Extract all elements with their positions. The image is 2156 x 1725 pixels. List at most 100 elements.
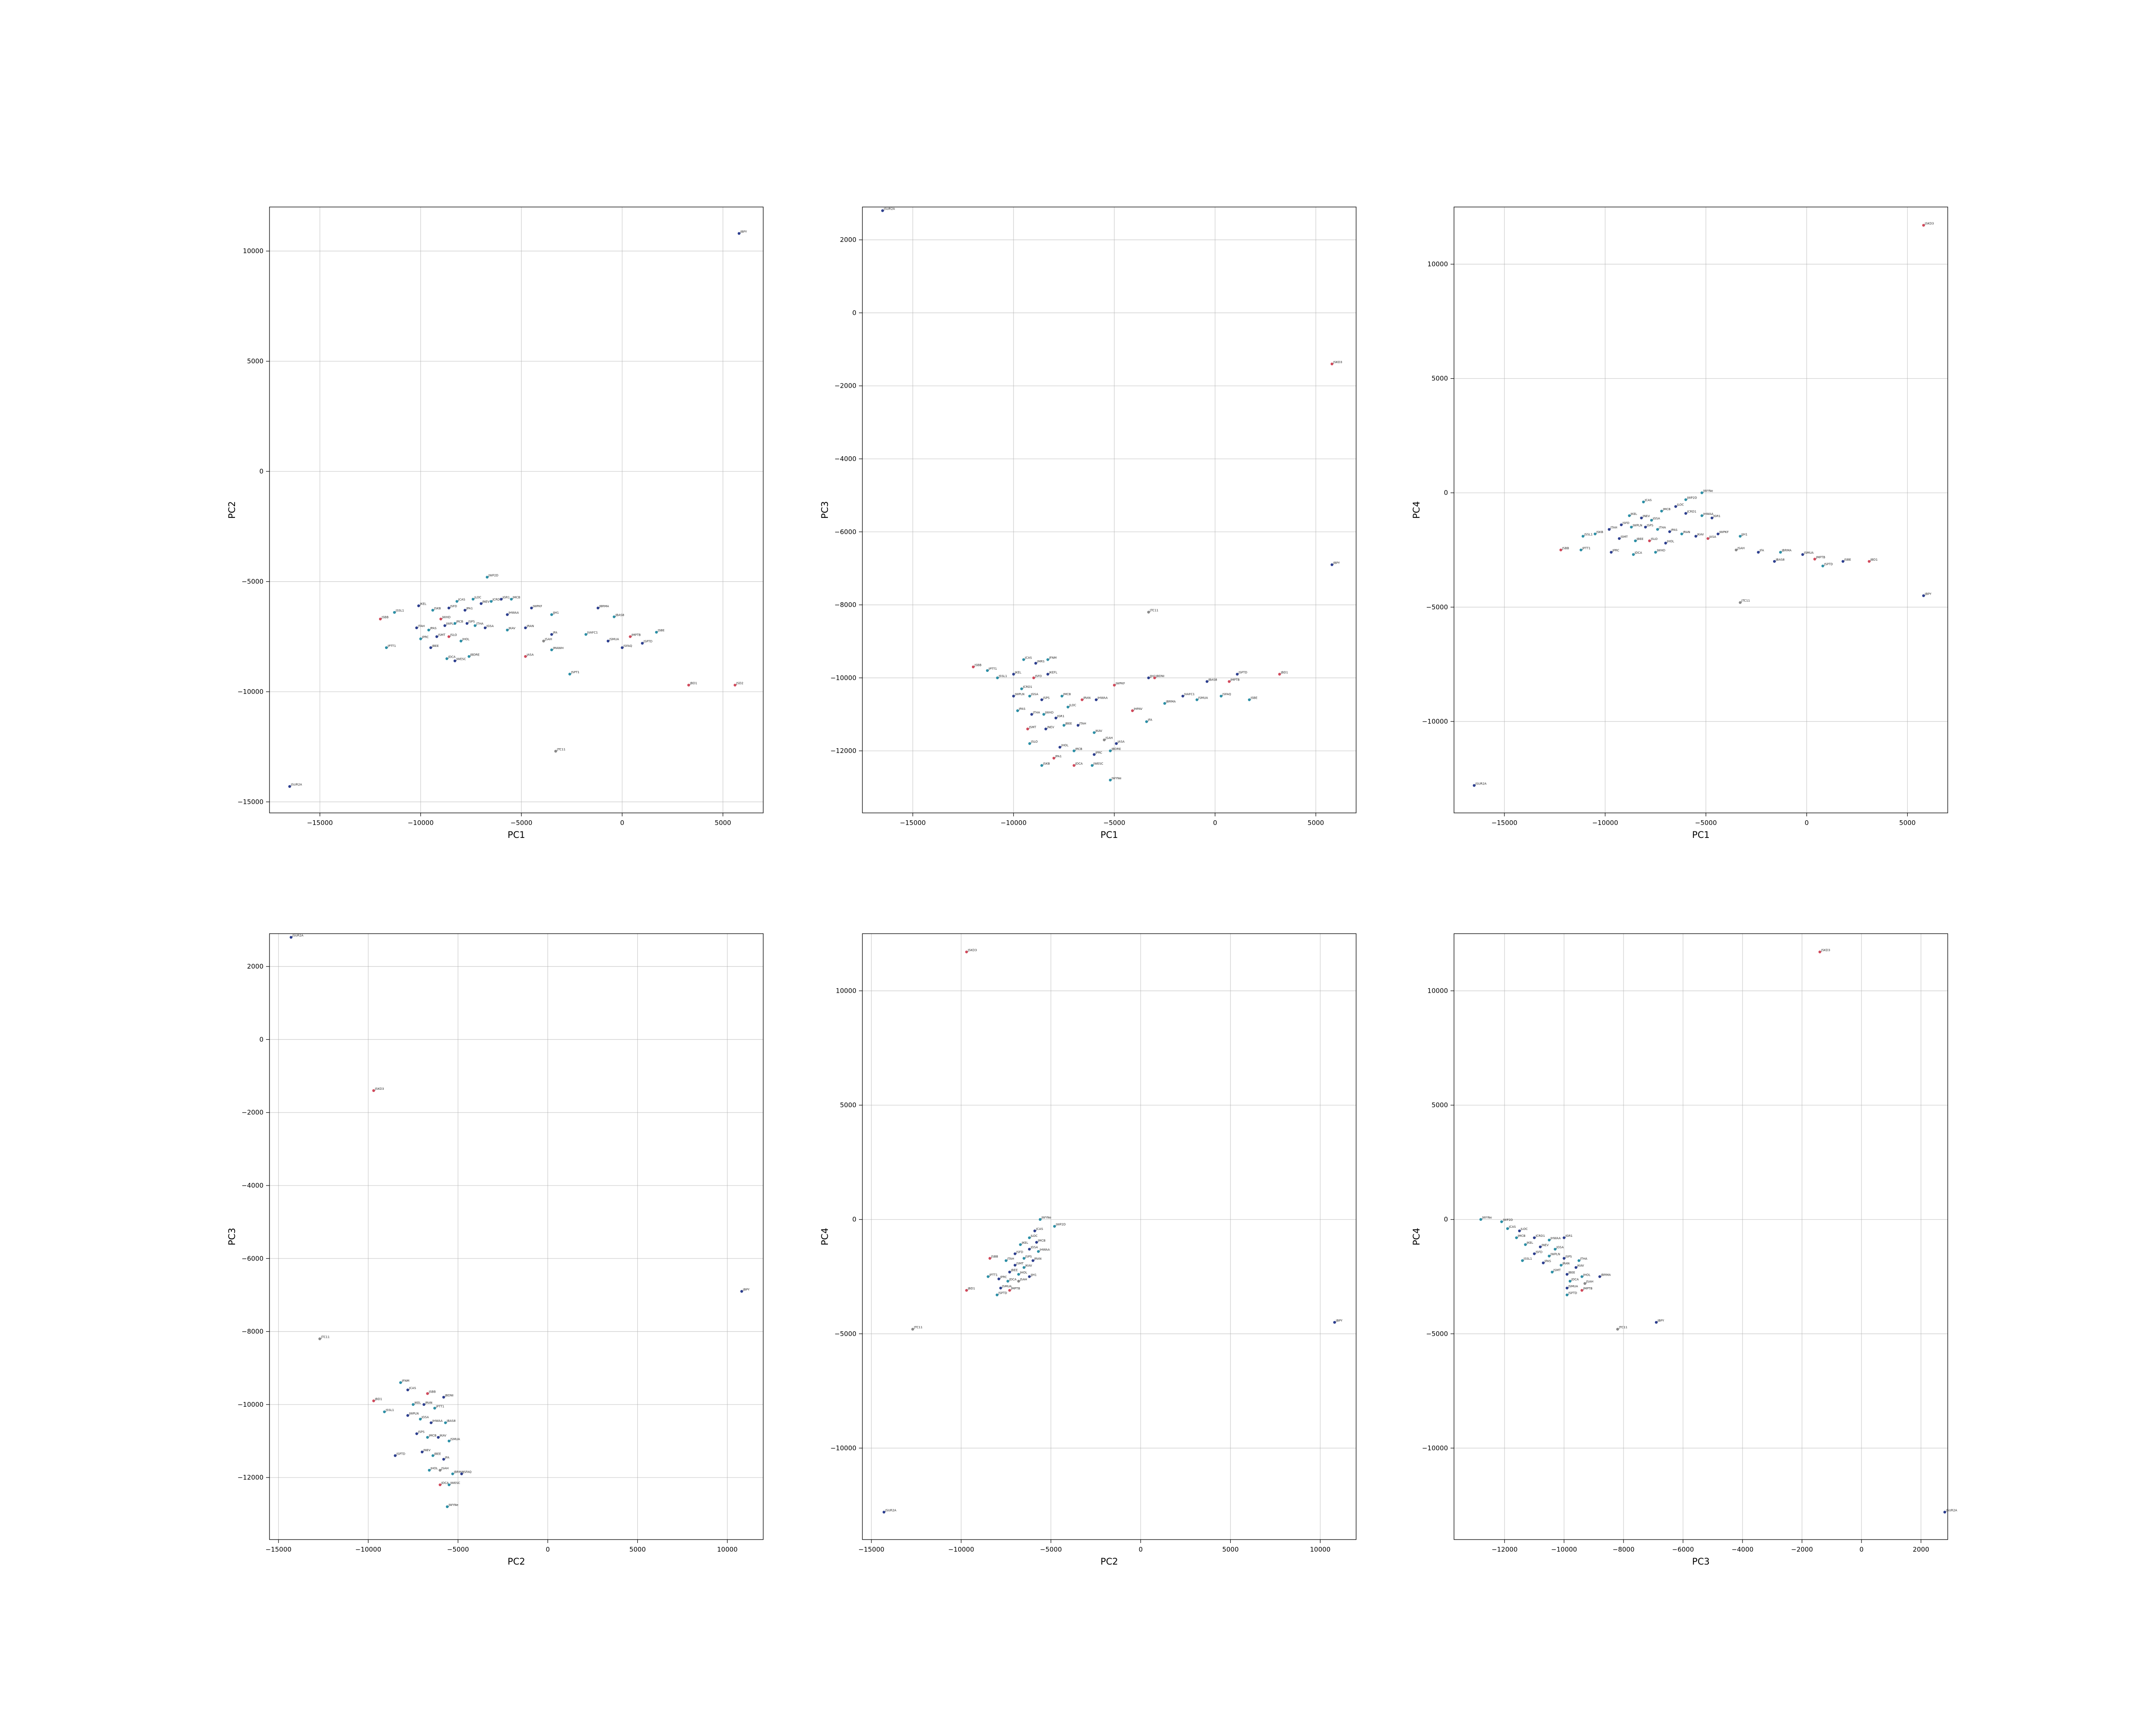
data-point <box>1515 1236 1518 1239</box>
data-point <box>1551 1270 1554 1273</box>
point-label: JPAS <box>1670 528 1678 532</box>
point-label: JCRD1 <box>1535 1234 1545 1238</box>
data-point <box>596 606 599 610</box>
data-point <box>1616 1328 1619 1331</box>
point-label: JMCB <box>1063 693 1071 696</box>
y-tick-label: −8000 <box>241 1328 263 1336</box>
data-point <box>1818 950 1821 953</box>
data-point <box>1563 1236 1566 1239</box>
data-point <box>1020 687 1023 690</box>
point-label: JBEE <box>1010 1269 1018 1272</box>
point-label: JTC11 <box>1150 608 1159 612</box>
data-point <box>453 659 457 662</box>
data-point <box>1506 1227 1509 1230</box>
data-point <box>419 1418 422 1421</box>
point-label: JMAWH <box>552 646 564 650</box>
data-point <box>451 1472 454 1475</box>
data-point <box>987 1275 990 1278</box>
point-label: JGSA <box>421 1416 429 1419</box>
point-label: JHWAA <box>1703 512 1714 516</box>
data-point <box>1236 673 1239 676</box>
y-axis-label: PC4 <box>1411 1228 1422 1245</box>
data-point <box>1560 1264 1563 1267</box>
point-label: JRAN <box>425 1401 432 1405</box>
point-label: JCAS <box>1036 1227 1044 1231</box>
y-axis-label: PC4 <box>1411 501 1422 519</box>
plot-frame <box>1454 933 1948 1540</box>
y-tick-label: 0 <box>259 1035 263 1043</box>
point-label: JSSL1 <box>385 1408 394 1412</box>
point-label: JSFAQ <box>623 644 633 648</box>
data-point <box>1054 716 1057 720</box>
point-label: JSBB <box>381 615 389 619</box>
data-point <box>1565 1273 1569 1276</box>
data-point <box>393 611 396 614</box>
y-tick-label: 0 <box>259 467 263 475</box>
data-point <box>882 1511 886 1514</box>
data-point <box>1091 764 1094 767</box>
data-point <box>1579 549 1583 552</box>
data-point <box>1022 658 1025 661</box>
point-label: JSKB <box>1596 530 1603 534</box>
point-label: JHOL <box>430 1467 438 1470</box>
point-label: JSPS <box>417 1430 425 1434</box>
point-label: JBAS8 <box>1208 678 1217 681</box>
y-tick-label: 10000 <box>243 247 263 255</box>
data-point <box>1618 537 1621 540</box>
x-axis-label: PC1 <box>1100 830 1118 840</box>
data-point <box>1147 676 1150 680</box>
data-point <box>1081 698 1084 701</box>
data-point <box>1330 563 1334 566</box>
point-label: JSFD <box>1535 1250 1542 1254</box>
data-point <box>1539 1245 1542 1248</box>
data-point <box>1656 528 1659 531</box>
y-tick-label: −12000 <box>830 747 856 755</box>
point-label: JWP2D <box>1502 1218 1513 1222</box>
point-label: JMCB <box>1662 508 1670 511</box>
data-point <box>489 600 493 603</box>
y-tick-label: 10000 <box>1427 260 1448 268</box>
x-tick-label: 0 <box>546 1546 550 1553</box>
data-point <box>1943 1511 1946 1514</box>
point-label: JSSL1 <box>395 609 404 612</box>
data-point <box>620 646 624 649</box>
data-point <box>1033 1229 1036 1233</box>
data-point <box>1046 673 1050 676</box>
point-label: JCRD1 <box>492 598 502 602</box>
point-label: JBAS8 <box>1775 558 1785 561</box>
data-point <box>1801 553 1804 556</box>
point-label: JKAV <box>439 1434 446 1437</box>
point-label: JSSL1 <box>1584 533 1592 536</box>
point-label: JSFAQ <box>1222 693 1232 696</box>
point-label: JSAH <box>441 1467 449 1470</box>
data-point <box>453 622 457 625</box>
point-label: JBEE <box>1065 722 1072 725</box>
point-label: JASA <box>526 653 534 656</box>
point-label: JSSL1 <box>1523 1257 1532 1261</box>
point-label: JMPTB <box>631 633 641 637</box>
point-label: JSPS <box>1043 696 1050 700</box>
point-label: JWPKF <box>1115 682 1125 685</box>
data-point <box>1008 1289 1011 1292</box>
data-point <box>1028 742 1031 745</box>
point-label: JSKD3 <box>967 948 977 952</box>
point-label: JPA1 <box>1055 755 1062 758</box>
point-label: JHWAA <box>1039 1248 1050 1251</box>
data-point <box>1521 1259 1524 1262</box>
data-point <box>530 606 533 610</box>
point-label: JBPY <box>1333 561 1340 565</box>
data-point <box>1580 1275 1583 1278</box>
x-tick-label: 0 <box>1859 1546 1864 1553</box>
point-label: JSMUA <box>1002 1285 1012 1288</box>
point-label: JPTT1 <box>1582 546 1590 550</box>
x-tick-label: −10000 <box>1000 819 1026 827</box>
data-point <box>473 624 476 627</box>
point-label: JTC11 <box>914 1326 923 1329</box>
point-label: JWYNe <box>1111 777 1122 780</box>
data-point <box>1583 1282 1586 1285</box>
data-point <box>1577 1259 1580 1262</box>
point-label: JPRC <box>422 635 429 639</box>
point-label: JSPTD <box>998 1292 1007 1295</box>
data-point <box>1006 1280 1009 1283</box>
point-label: JWHD <box>1045 711 1054 714</box>
